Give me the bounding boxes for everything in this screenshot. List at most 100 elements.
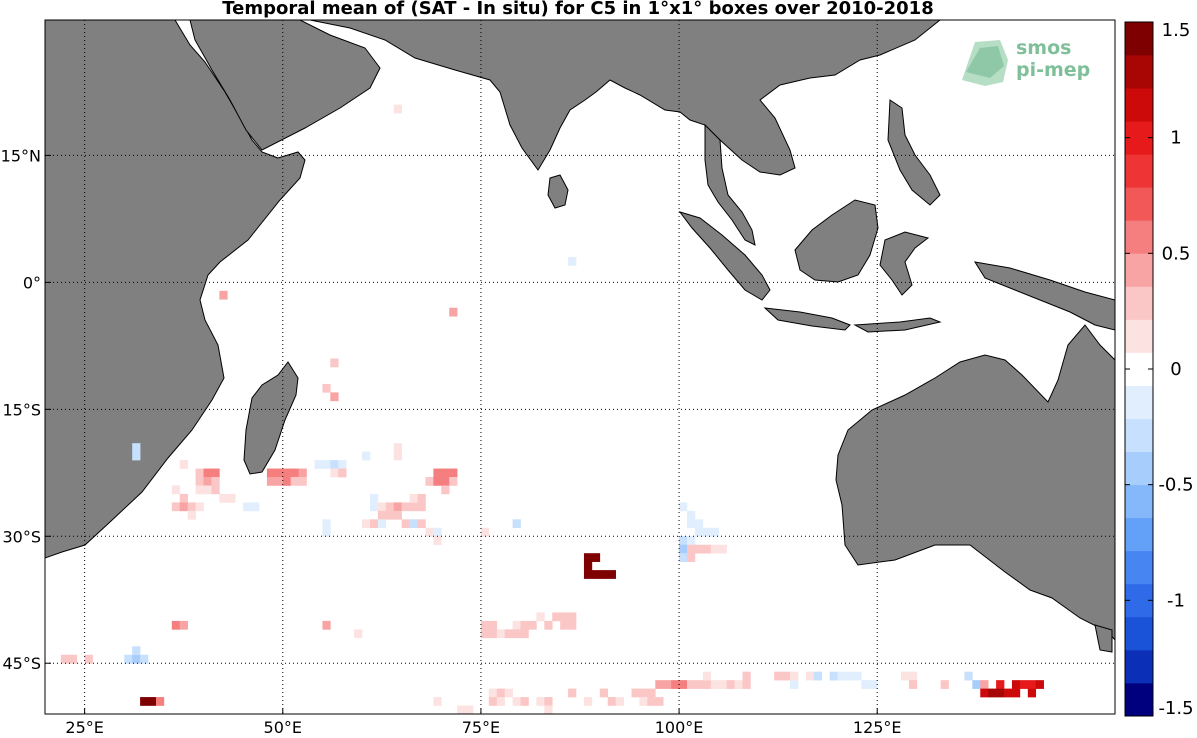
java-landmass (763, 307, 851, 331)
data-cell-11 (203, 468, 212, 478)
data-cell-5 (322, 383, 331, 393)
data-cell-60 (385, 502, 395, 512)
data-cell-121 (528, 620, 537, 630)
data-cell-21 (171, 502, 181, 512)
data-cell-104 (718, 544, 727, 554)
logo-line-2: pi-mep (1016, 59, 1090, 81)
data-cell-185 (845, 671, 854, 681)
data-cell-160 (647, 688, 656, 698)
data-cell-9 (179, 460, 188, 469)
data-cell-105 (679, 553, 688, 562)
data-cell-199 (996, 688, 1005, 698)
data-cell-99 (679, 544, 688, 554)
data-cell-192 (940, 680, 949, 689)
data-cell-25 (187, 510, 196, 520)
data-cell-43 (338, 460, 347, 469)
data-cell-128 (560, 620, 569, 630)
data-cell-136 (140, 697, 149, 706)
data-cell-72 (377, 519, 387, 529)
data-cell-15 (211, 477, 220, 486)
colorbar-tick-label: 1 (1170, 128, 1181, 149)
data-cell-103 (710, 544, 720, 554)
data-cell-184 (837, 671, 846, 681)
data-cell-50 (441, 468, 450, 478)
sri-lanka-landmass (547, 174, 569, 209)
colorbar-segment (1125, 451, 1153, 486)
data-cell-1 (568, 256, 577, 266)
data-cell-14 (203, 477, 212, 486)
data-cell-164 (663, 680, 672, 689)
data-cell-113 (480, 629, 490, 639)
data-cell-20 (179, 493, 188, 503)
data-cell-179 (790, 680, 799, 689)
data-cell-151 (544, 705, 553, 714)
data-cell-167 (687, 680, 696, 689)
data-cell-181 (805, 671, 815, 681)
data-cell-146 (496, 697, 506, 706)
data-cell-134 (68, 654, 78, 664)
colorbar-segment (1125, 517, 1153, 552)
data-cell-8 (132, 451, 141, 461)
data-cell-54 (441, 477, 450, 486)
data-cell-153 (583, 697, 593, 706)
data-cell-101 (694, 544, 704, 554)
data-cell-91 (687, 510, 696, 520)
y-tick-label: 45°S (2, 654, 41, 673)
landmasses (45, 20, 1115, 653)
data-cell-201 (1011, 680, 1021, 689)
data-cell-49 (433, 468, 442, 478)
data-cell-6 (330, 392, 339, 402)
colorbar-segment (1125, 550, 1153, 585)
data-cell-124 (552, 612, 561, 622)
data-cell-127 (568, 620, 577, 630)
data-cell-138 (155, 697, 165, 706)
arabian-peninsula-landmass (189, 20, 381, 151)
data-cell-172 (702, 671, 712, 681)
data-cell-111 (480, 620, 490, 630)
data-cell-140 (457, 705, 466, 714)
data-cell-196 (980, 688, 989, 698)
data-cell-83 (583, 553, 593, 562)
data-cell-40 (314, 460, 323, 469)
colorbar-tick-label: 0 (1170, 359, 1181, 380)
data-cell-194 (972, 680, 981, 689)
data-cell-84 (591, 553, 601, 562)
lesser-sunda-islands-landmass (853, 317, 942, 333)
data-cell-170 (710, 680, 720, 689)
data-cell-56 (441, 485, 450, 495)
sumatra-landmass (678, 211, 771, 301)
data-cell-188 (869, 680, 878, 689)
data-cell-75 (417, 519, 426, 529)
data-cell-173 (726, 680, 735, 689)
data-cell-106 (687, 553, 696, 562)
data-cell-10 (195, 468, 204, 478)
data-cell-166 (679, 680, 688, 689)
data-cell-68 (409, 493, 418, 503)
data-cell-30 (266, 468, 276, 478)
data-cell-81 (480, 527, 490, 537)
data-cell-53 (433, 477, 442, 486)
colorbar-segment (1125, 88, 1153, 122)
data-cell-119 (520, 620, 529, 630)
data-cell-96 (710, 527, 720, 537)
data-cell-42 (330, 460, 339, 469)
data-cell-94 (694, 527, 704, 537)
x-tick-label: 125°E (853, 718, 902, 737)
data-cell-205 (1027, 688, 1037, 698)
data-cell-114 (488, 629, 498, 639)
data-cell-87 (591, 570, 601, 579)
data-cell-45 (393, 443, 402, 452)
data-cell-90 (679, 502, 688, 512)
data-cell-171 (718, 680, 727, 689)
data-cell-17 (203, 485, 212, 495)
data-cell-149 (536, 697, 545, 706)
longitude-axis: 25°E 50°E 75°E 100°E 125°E (65, 708, 902, 737)
data-cell-131 (140, 654, 149, 664)
data-cell-93 (694, 519, 704, 529)
data-cell-2 (219, 290, 228, 300)
data-cell-18 (211, 485, 220, 495)
data-cell-88 (599, 570, 609, 579)
colorbar-tick-label: -0.5 (1158, 475, 1193, 496)
data-cell-64 (385, 510, 395, 520)
data-cell-163 (655, 680, 664, 689)
